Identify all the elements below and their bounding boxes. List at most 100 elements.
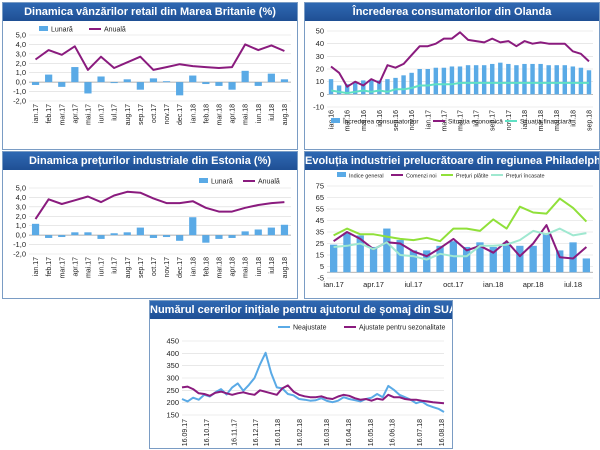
y-tick-label: 3,0 <box>16 202 26 211</box>
y-tick-label: 45 <box>316 216 324 225</box>
x-tick-label: ian.17 <box>33 257 40 276</box>
bar <box>498 62 503 95</box>
bar <box>254 82 262 86</box>
x-tick-label: mai.18 <box>243 257 250 278</box>
bar <box>58 82 66 87</box>
x-tick-label: aug.18 <box>282 257 289 279</box>
x-tick-label: mar.18 <box>216 104 223 126</box>
y-tick-label: 4,0 <box>16 40 26 49</box>
bar <box>481 65 487 95</box>
bar <box>280 79 289 83</box>
y-tick-label: -5 <box>317 274 324 283</box>
x-tick-label: feb.17 <box>46 104 53 124</box>
legend-label: Anuală <box>258 179 280 186</box>
bar <box>215 82 223 86</box>
x-tick-label: sep.17 <box>490 110 497 131</box>
bar <box>538 63 543 95</box>
y-tick-label: 4,0 <box>16 193 26 202</box>
y-tick-label: 2,0 <box>16 212 26 221</box>
bar <box>530 63 535 95</box>
x-tick-label: 16.09.17 <box>182 419 189 446</box>
x-tick-label: 16.10.17 <box>204 419 211 446</box>
x-tick-label: iul.18 <box>269 104 276 121</box>
y-tick-label: 15 <box>316 251 324 260</box>
bar <box>31 223 40 236</box>
chart-nl-confidence: 50403020100-10ian.16mar.16mai.16iul.16se… <box>313 27 593 132</box>
x-tick-label: nov.16 <box>409 110 416 131</box>
panel-nl-confidence: Încrederea consumatorilor din Olanda 50 4… <box>304 2 600 150</box>
y-tick-label: 350 <box>166 361 179 370</box>
series-line <box>34 43 285 71</box>
x-tick-label: iul.18 <box>570 110 577 127</box>
bar <box>202 82 210 85</box>
bar <box>409 72 414 95</box>
x-tick-label: iul.17 <box>404 280 422 289</box>
x-tick-label: 16.01.18 <box>275 419 282 446</box>
legend-label: Prețuri plătite <box>456 174 488 180</box>
bar <box>516 245 524 273</box>
legend-swatch <box>331 118 340 123</box>
chart-estonia-prices: 5,04,03,02,01,00,0-1,0-2,0 ian.17 feb.17 ma… <box>13 178 291 279</box>
series-line <box>181 351 445 413</box>
x-tick-label: ian.18 <box>190 104 197 123</box>
bar <box>352 81 358 95</box>
x-tick-label: mar.17 <box>59 104 66 126</box>
x-tick-label: mai.18 <box>554 110 561 131</box>
bar <box>123 79 131 83</box>
y-tick-label: 2,0 <box>16 59 26 68</box>
bar <box>476 242 484 273</box>
bar <box>465 65 471 95</box>
x-tick-label: mai.18 <box>243 104 250 125</box>
bar <box>84 82 92 94</box>
bar <box>189 217 197 236</box>
chart-title-nl-confidence: Încrederea consumatorilor din Olanda <box>305 3 599 21</box>
legend-label: Lunară <box>51 27 73 34</box>
bar <box>45 74 53 83</box>
y-tick-label: 5,0 <box>16 31 26 40</box>
x-tick-label: 16.06.18 <box>390 419 397 446</box>
legend-label: Ajustate pentru sezonalitate <box>359 325 445 332</box>
chart-title-us-jobless: Numărul cererilor inițiale pentru ajutor… <box>150 301 452 319</box>
x-tick-label: iun.17 <box>99 104 106 123</box>
bar <box>58 235 66 238</box>
y-tick-label: 1,0 <box>16 221 26 230</box>
x-tick-label: sep.16 <box>393 110 400 131</box>
chart-uk-retail: 5,04,03,02,01,00,0-1,0-2,0 ian.17 feb.17 ma… <box>13 26 291 126</box>
x-tick-label: 16.03.18 <box>324 419 331 446</box>
series-line <box>333 197 588 243</box>
y-tick-label: 0,0 <box>16 231 26 240</box>
x-tick-label: iul.18 <box>269 257 276 274</box>
x-tick-label: apr.18 <box>230 104 237 124</box>
x-tick-label: ian.18 <box>483 280 503 289</box>
y-tick-label: 250 <box>166 386 179 395</box>
y-tick-label: 3,0 <box>16 49 26 58</box>
bar <box>417 69 422 95</box>
x-tick-label: ian.17 <box>425 110 432 129</box>
x-tick-label: mar.16 <box>345 110 352 132</box>
bar <box>449 66 455 95</box>
bar <box>149 78 158 83</box>
x-tick-label: feb.17 <box>46 257 53 277</box>
x-tick-label: mar.18 <box>538 110 545 132</box>
bar <box>433 67 439 95</box>
y-tick-label: 25 <box>316 239 324 248</box>
y-tick-label: -1,0 <box>13 87 26 96</box>
bar <box>344 84 350 95</box>
bar <box>84 232 92 236</box>
bar <box>401 75 406 95</box>
chart-title-uk-retail: Dinamica vânzărilor retail din Marea Bri… <box>3 3 297 21</box>
x-tick-label: apr.17 <box>72 257 79 277</box>
bar <box>110 82 118 84</box>
bar <box>176 82 184 96</box>
bar <box>136 82 144 90</box>
legend-label: Prețuri încasate <box>506 174 545 180</box>
bar <box>554 65 559 95</box>
bar <box>329 244 338 273</box>
x-tick-label: iun.18 <box>256 104 263 123</box>
x-tick-label: dec.17 <box>177 104 184 125</box>
panel-philadelphia: Evoluția industriei prelucrătoare din re… <box>304 151 600 299</box>
bar <box>97 235 105 239</box>
bar <box>529 245 537 273</box>
bar <box>377 80 382 95</box>
legend-label: Comenzi noi <box>406 174 437 180</box>
